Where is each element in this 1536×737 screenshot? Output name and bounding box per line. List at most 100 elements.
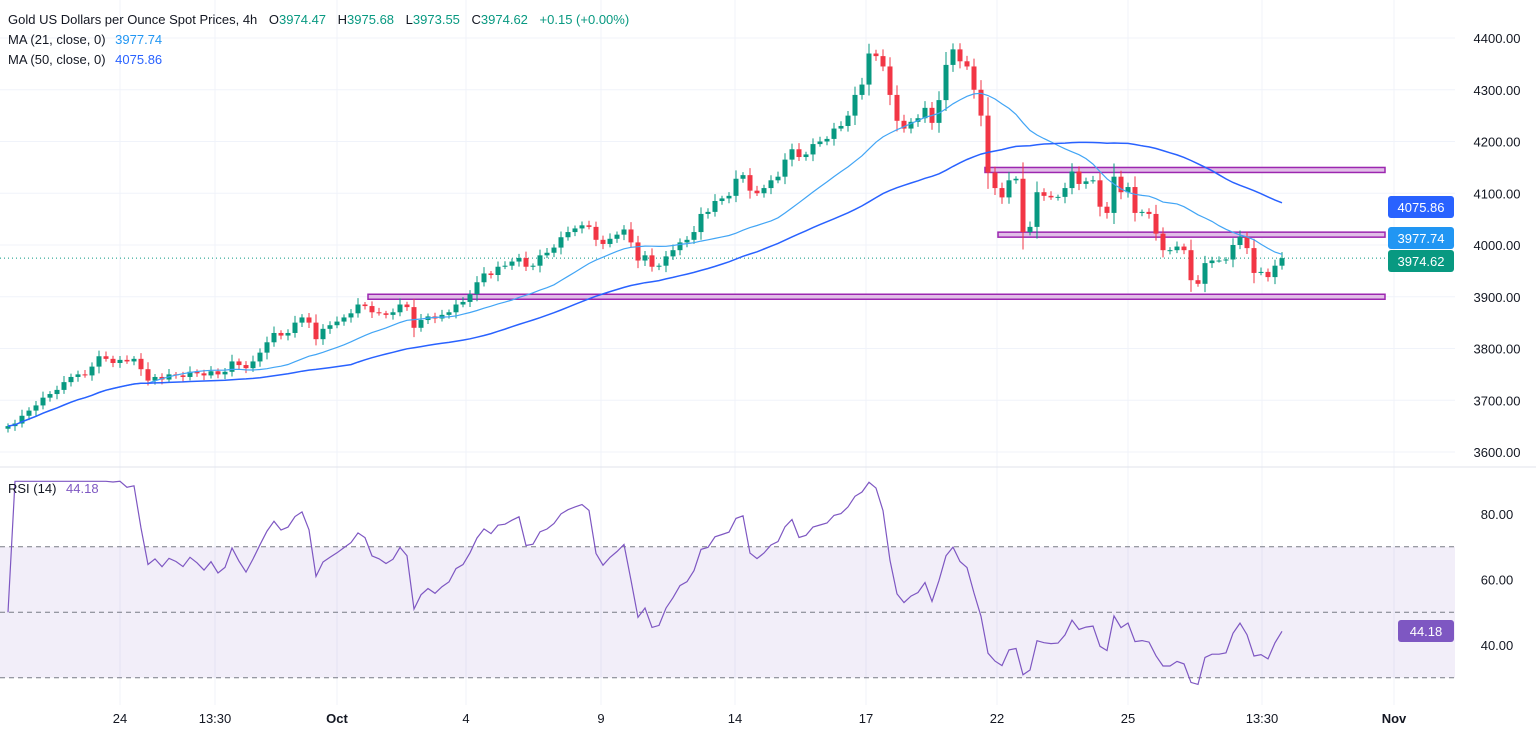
candle-body bbox=[341, 317, 347, 322]
ma50-line bbox=[7, 141, 1283, 427]
candle bbox=[789, 143, 795, 167]
candle-body bbox=[523, 257, 529, 267]
candles bbox=[5, 43, 1285, 433]
candle bbox=[824, 136, 830, 146]
candle-body bbox=[145, 369, 151, 381]
candle-body bbox=[817, 141, 823, 145]
ma50-legend[interactable]: MA (50, close, 0) 4075.86 bbox=[8, 52, 162, 67]
rsi-tick-label: 80.00 bbox=[1481, 507, 1514, 522]
candle-body bbox=[747, 175, 753, 191]
price-axis[interactable]: 4400.00 4300.00 4200.00 4100.00 4000.00 3900.… bbox=[1474, 31, 1521, 460]
candle bbox=[782, 153, 788, 185]
candle-body bbox=[978, 89, 984, 116]
symbol-title: Gold US Dollars per Ounce Spot Prices, 4… bbox=[8, 12, 257, 27]
candle-body bbox=[292, 322, 298, 333]
candle-body bbox=[1251, 248, 1257, 273]
candle-body bbox=[922, 107, 928, 119]
candle-body bbox=[971, 66, 977, 90]
candle bbox=[1160, 227, 1166, 258]
candle-body bbox=[117, 359, 123, 363]
candle-body bbox=[1076, 171, 1082, 184]
candle bbox=[516, 253, 522, 267]
candle bbox=[1153, 204, 1159, 241]
candle-body bbox=[894, 94, 900, 121]
candle-body bbox=[19, 415, 25, 424]
candle-body bbox=[838, 125, 844, 129]
candle bbox=[999, 182, 1005, 204]
candle-body bbox=[530, 265, 536, 267]
candle bbox=[614, 231, 620, 243]
candle bbox=[1097, 171, 1103, 217]
ma21-line bbox=[7, 92, 1283, 427]
candle-body bbox=[656, 265, 662, 267]
candle-body bbox=[1237, 236, 1243, 245]
svg-text:3977.74: 3977.74 bbox=[1398, 231, 1445, 246]
candle bbox=[523, 251, 529, 272]
candle bbox=[1132, 176, 1138, 222]
candle-body bbox=[684, 239, 690, 243]
candle-body bbox=[61, 382, 67, 390]
candle bbox=[19, 409, 25, 428]
candle bbox=[971, 58, 977, 99]
candle-body bbox=[544, 252, 550, 256]
candle bbox=[684, 236, 690, 248]
time-tick-label: Oct bbox=[326, 711, 348, 726]
candle-body bbox=[1083, 181, 1089, 184]
candle-body bbox=[222, 371, 228, 375]
time-tick-label: 25 bbox=[1121, 711, 1135, 726]
candle bbox=[103, 351, 109, 362]
support-resistance-level bbox=[367, 293, 1386, 300]
candle-body bbox=[229, 361, 235, 372]
candle-body bbox=[306, 317, 312, 323]
candle-body bbox=[1132, 187, 1138, 213]
candle-body bbox=[831, 128, 837, 139]
candle-body bbox=[334, 321, 340, 326]
candle-body bbox=[1188, 250, 1194, 281]
candle bbox=[936, 91, 942, 133]
candle bbox=[985, 97, 991, 189]
candle-body bbox=[957, 49, 963, 62]
candle-body bbox=[824, 138, 830, 142]
candle bbox=[698, 207, 704, 240]
candle-body bbox=[5, 426, 11, 429]
candle bbox=[1020, 162, 1026, 250]
price-tick-label: 4200.00 bbox=[1474, 135, 1521, 150]
candle-body bbox=[1167, 250, 1173, 252]
candle-body bbox=[1272, 265, 1278, 278]
price-tick-label: 4400.00 bbox=[1474, 31, 1521, 46]
candle-body bbox=[1055, 196, 1061, 198]
candle bbox=[488, 271, 494, 279]
candle-body bbox=[628, 229, 634, 243]
candle-body bbox=[880, 56, 886, 67]
rsi-value-label: 44.18 bbox=[1398, 620, 1454, 642]
rsi-line bbox=[7, 480, 1283, 686]
candle-body bbox=[180, 375, 186, 377]
candle-body bbox=[1153, 213, 1159, 234]
time-tick-label: Nov bbox=[1382, 711, 1407, 726]
price-tick-label: 4300.00 bbox=[1474, 83, 1521, 98]
price-tick-label: 3900.00 bbox=[1474, 290, 1521, 305]
rsi-axis[interactable]: 80.00 60.00 40.00 bbox=[1481, 507, 1514, 653]
candle-body bbox=[1279, 258, 1285, 266]
candle bbox=[124, 355, 130, 364]
candle-body bbox=[152, 376, 158, 381]
candle-body bbox=[243, 365, 249, 369]
time-axis[interactable]: 24 13:30 Oct 4 9 14 17 22 25 13:30 Nov bbox=[113, 711, 1407, 726]
candle-body bbox=[1181, 246, 1187, 251]
candle bbox=[859, 77, 865, 100]
candle-body bbox=[138, 358, 144, 370]
ma21-legend[interactable]: MA (21, close, 0) 3977.74 bbox=[8, 32, 162, 47]
candle bbox=[1181, 243, 1187, 255]
candle bbox=[908, 118, 914, 134]
close-value: 3974.62 bbox=[481, 12, 528, 27]
candle-body bbox=[558, 237, 564, 248]
candle bbox=[992, 166, 998, 196]
candle bbox=[320, 324, 326, 345]
candle bbox=[761, 184, 767, 198]
candle-body bbox=[236, 361, 242, 366]
candle-body bbox=[705, 211, 711, 214]
candle bbox=[236, 358, 242, 370]
candle-body bbox=[537, 255, 543, 266]
rsi-legend[interactable]: RSI (14) 44.18 bbox=[8, 481, 99, 496]
